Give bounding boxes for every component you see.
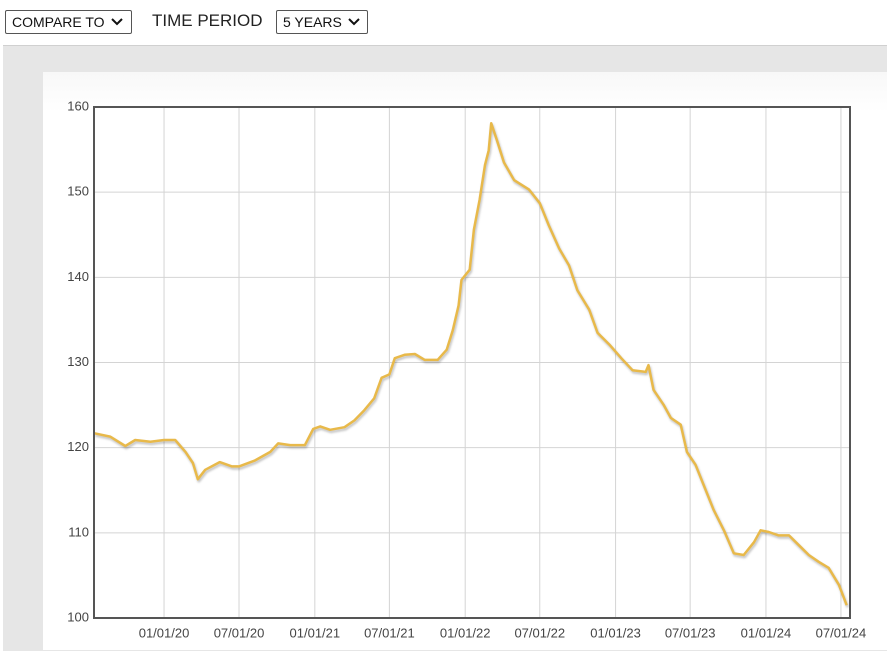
x-tick-label: 07/01/24: [816, 625, 867, 640]
x-tick-label: 01/01/22: [440, 625, 491, 640]
x-tick-label: 07/01/20: [214, 625, 265, 640]
x-tick-label: 01/01/20: [139, 625, 190, 640]
time-period-label: TIME PERIOD: [152, 11, 263, 30]
data-line: [93, 121, 848, 606]
y-tick-label: 160: [67, 98, 89, 113]
x-tick-label: 07/01/22: [514, 625, 565, 640]
compare-to-select[interactable]: COMPARE TO: [5, 10, 132, 34]
y-tick-label: 100: [67, 609, 89, 624]
time-period-select[interactable]: 5 YEARS: [276, 10, 368, 34]
time-period-text: 5 YEARS: [283, 14, 342, 30]
chevron: [110, 18, 123, 26]
compare-to-text: COMPARE TO: [12, 14, 105, 30]
y-tick-label: 140: [67, 269, 89, 284]
x-tick-label: 01/01/24: [741, 625, 792, 640]
y-tick-label: 120: [67, 439, 89, 454]
y-tick-label: 130: [67, 354, 89, 369]
x-tick-label: 07/01/23: [665, 625, 716, 640]
y-tick-label: 150: [67, 184, 89, 199]
x-tick-label: 01/01/21: [290, 625, 341, 640]
y-tick-label: 110: [68, 524, 89, 539]
chevron: [348, 18, 360, 26]
plot-border: [93, 106, 851, 619]
x-tick-label: 07/01/21: [364, 625, 415, 640]
x-tick-label: 01/01/23: [590, 625, 641, 640]
